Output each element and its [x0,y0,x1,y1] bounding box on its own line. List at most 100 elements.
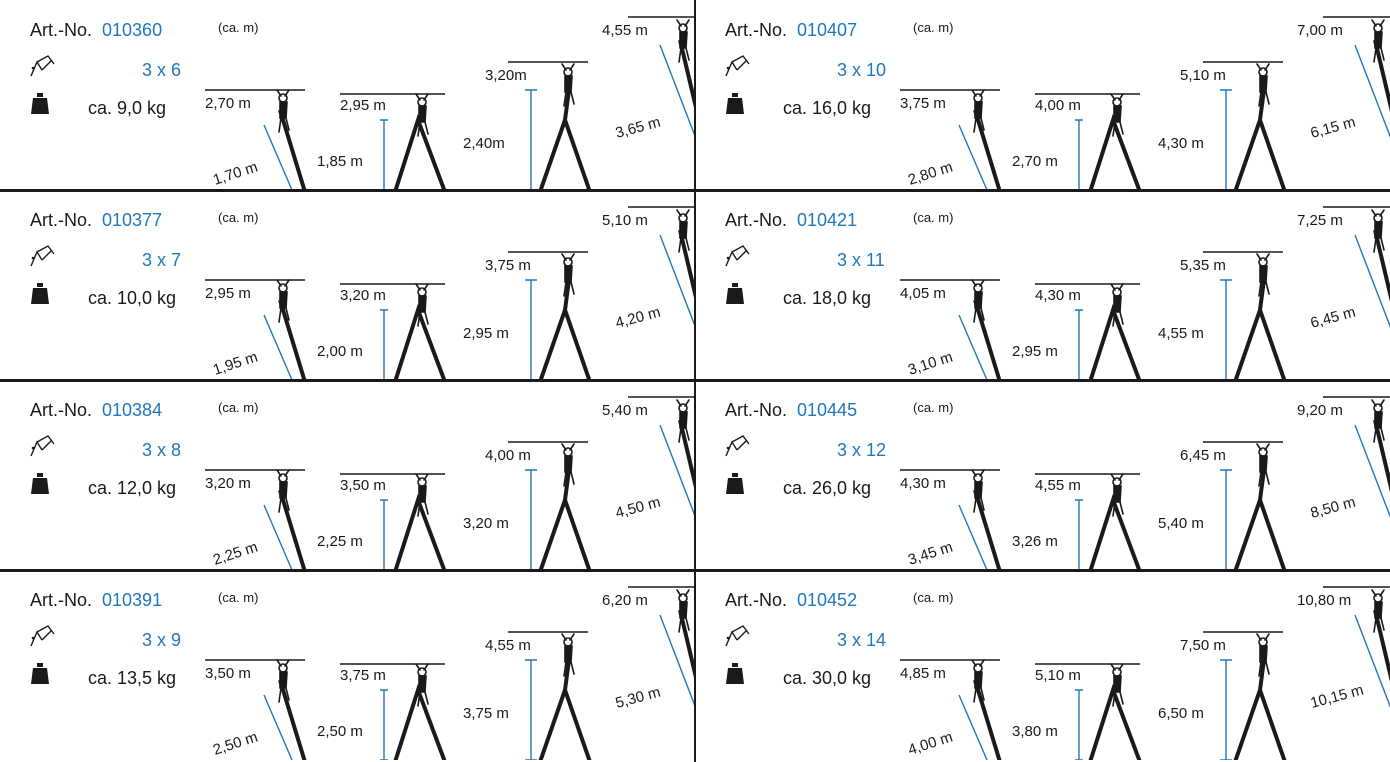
climbing-person-icon [1110,93,1124,137]
length-line [380,499,388,570]
ladder-line [973,299,1002,380]
climbing-person-icon [676,19,690,63]
a-frame-ladder [393,113,447,190]
product-panel: Art.-No. 010452 (ca. m) 3 x 14 ca. 30,0 kg 4,… [695,570,1390,760]
working-height-label: 5,10 m [602,212,648,229]
weight-value: ca. 12,0 kg [88,478,177,498]
length-line [1075,689,1083,760]
length-line [1354,44,1390,138]
article-number-value: 010360 [102,20,163,40]
ladder-length-label: 3,65 m [614,114,663,142]
article-number-label: Art.-No. [725,210,788,230]
working-height-label: 2,95 m [205,285,251,302]
working-height-label: 7,00 m [1297,22,1343,39]
extension-ladder [1373,229,1390,303]
working-height-label: 4,00 m [485,447,531,464]
length-line [380,119,388,190]
ladder-configuration-diagrams: 2,70 m 1,70 m 2,95 m 1,85 m 3,20m 2,40m 4,55 m… [205,16,695,190]
unit-note: (ca. m) [218,590,259,605]
article-number-value: 010407 [797,20,858,40]
ladder-length-label: 1,95 m [211,348,260,378]
article-number-label: Art.-No. [30,210,93,230]
product-panel: Art.-No. 010421 (ca. m) 3 x 11 ca. 18,0 kg 4,… [695,190,1390,380]
article-number: Art.-No. 010384 [30,400,162,421]
rung-configuration: 3 x 11 [837,250,885,270]
product-panel: Art.-No. 010377 (ca. m) 3 x 7 ca. 10,0 kg 2,9… [0,190,695,380]
climbing-person-icon [415,473,429,517]
length-line [659,614,695,708]
ladder-length-label: 3,75 m [463,705,509,722]
working-height-label: 3,75 m [485,257,531,274]
ladder-configuration-diagrams: 3,75 m 2,80 m 4,00 m 2,70 m 5,10 m 4,30 m 7,00… [900,16,1390,190]
article-number-label: Art.-No. [30,20,93,40]
weight-value: ca. 10,0 kg [88,288,177,308]
weight-value: ca. 13,5 kg [88,668,177,688]
ladder-icon [725,435,750,457]
working-height-label: 4,00 m [1035,97,1081,114]
working-height-label: 5,40 m [602,402,648,419]
extended-a-frame-ladder [538,81,592,190]
article-number: Art.-No. 010391 [30,590,162,611]
working-height-label: 3,20 m [340,287,386,304]
unit-note: (ca. m) [913,210,954,225]
ladder-configuration-diagrams: 3,50 m 2,50 m 3,75 m 2,50 m 4,55 m 3,75 m 6,20… [205,586,695,760]
ladder-length-label: 2,25 m [211,538,260,568]
unit-note: (ca. m) [218,400,259,415]
length-line [1354,614,1390,708]
unit-note: (ca. m) [218,210,259,225]
ladder-icon [30,435,55,457]
climbing-person-icon [276,469,290,513]
length-line [525,659,537,760]
article-number-label: Art.-No. [30,400,93,420]
article-number-label: Art.-No. [725,20,788,40]
article-number: Art.-No. 010452 [725,590,857,611]
weight-icon [31,283,49,304]
climbing-person-icon [276,279,290,323]
ladder-length-label: 2,40m [463,135,505,152]
ladder-length-label: 3,10 m [906,348,955,378]
article-number-value: 010445 [797,400,858,420]
length-line [380,309,388,380]
working-height-label: 9,20 m [1297,402,1343,419]
working-height-label: 4,85 m [900,665,946,682]
ladder-icon [30,55,55,77]
ladder-length-label: 2,95 m [463,325,509,342]
ladder-length-label: 5,30 m [614,684,663,712]
length-line [263,504,293,570]
unit-note: (ca. m) [913,20,954,35]
ladder-length-label: 8,50 m [1309,494,1358,522]
climbing-person-icon [415,283,429,327]
ladder-length-label: 4,50 m [614,494,663,522]
length-line [958,694,988,760]
ladder-icon [30,245,55,267]
article-number: Art.-No. 010407 [725,20,857,41]
extended-a-frame-ladder [538,651,592,760]
rung-configuration: 3 x 6 [142,60,182,80]
working-height-label: 3,50 m [340,477,386,494]
extended-a-frame-ladder [1233,651,1287,760]
ladder-length-label: 5,40 m [1158,515,1204,532]
working-height-label: 6,45 m [1180,447,1226,464]
column-divider [694,0,696,762]
ladder-configuration-diagrams: 4,85 m 4,00 m 5,10 m 3,80 m 7,50 m 6,50 m 10,8… [900,586,1390,760]
ladder-line [973,679,1002,760]
working-height-label: 3,20m [485,67,527,84]
working-height-label: 10,80 m [1297,592,1351,609]
working-height-label: 4,30 m [900,475,946,492]
article-number: Art.-No. 010445 [725,400,857,421]
working-height-label: 5,10 m [1035,667,1081,684]
ladder-length-label: 3,20 m [463,515,509,532]
length-line [380,689,388,760]
article-number-value: 010384 [102,400,163,420]
a-frame-ladder [393,493,447,570]
unit-note: (ca. m) [218,20,259,35]
working-height-label: 4,55 m [485,637,531,654]
length-line [525,89,537,190]
ladder-line [973,109,1002,190]
length-line [1354,424,1390,518]
length-line [659,234,695,328]
article-number-label: Art.-No. [725,590,788,610]
ladder-length-label: 6,45 m [1309,304,1358,332]
rung-configuration: 3 x 7 [142,250,182,270]
